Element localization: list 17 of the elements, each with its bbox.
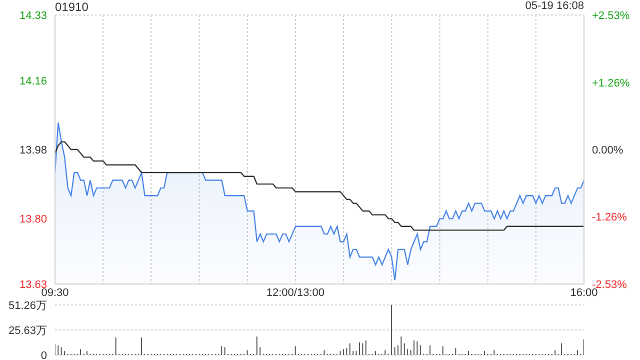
y2-tick-label: 0.00% xyxy=(592,144,624,156)
y-tick-label: 0 xyxy=(40,350,47,360)
y-tick-label: 14.16 xyxy=(19,75,47,88)
y-tick-label: 51.26万 xyxy=(8,300,47,312)
x-tick-label: 12:00/13:00 xyxy=(266,287,325,299)
y2-tick-label: +1.26% xyxy=(592,78,630,90)
text: 05-19 16:08 xyxy=(525,0,584,12)
line-series xyxy=(55,141,584,231)
y-tick-label: 13.98 xyxy=(19,144,47,156)
x-tick-label: 09:30 xyxy=(41,287,69,299)
y2-tick-label: -1.26% xyxy=(592,211,628,224)
y-tick-label: 13.80 xyxy=(19,214,47,226)
chart-title: 01910 xyxy=(55,0,88,14)
y2-tick-label: +2.53% xyxy=(592,10,630,22)
y-tick-label: 25.63万 xyxy=(8,325,47,337)
x-tick-label: 16:00 xyxy=(570,287,598,299)
y-tick-label: 14.33 xyxy=(19,10,47,22)
